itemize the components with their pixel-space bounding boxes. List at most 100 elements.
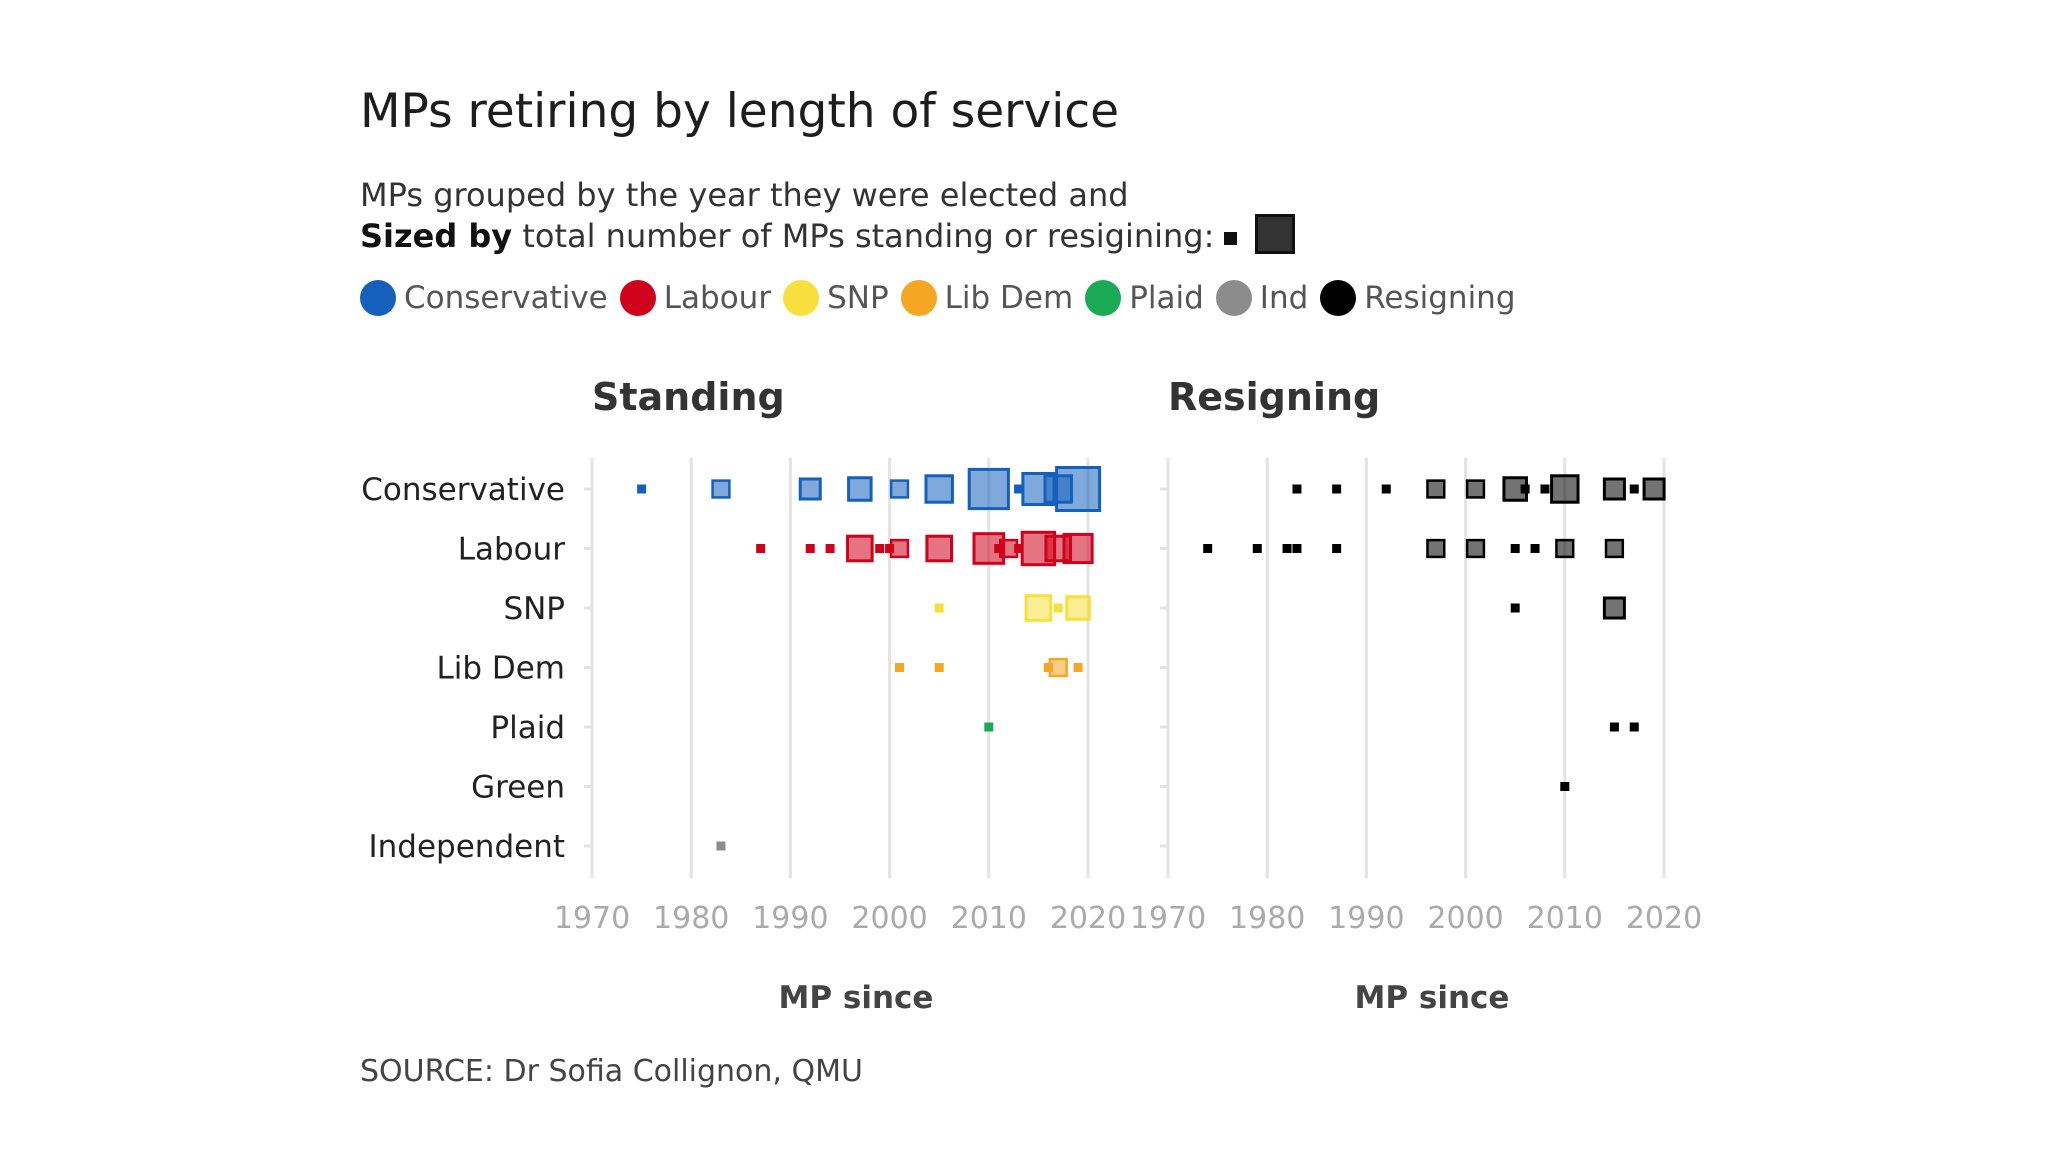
data-point — [889, 479, 910, 499]
row-label-lib-dem: Lib Dem — [436, 651, 565, 687]
data-point — [1024, 594, 1053, 622]
row-label-independent: Independent — [369, 829, 566, 865]
data-point — [1629, 484, 1639, 494]
legend-item-labour: Labour — [619, 280, 772, 316]
legend-swatch — [360, 280, 396, 316]
data-point — [1065, 595, 1091, 621]
data-point — [1053, 603, 1063, 613]
legend-swatch — [1215, 280, 1252, 316]
data-point — [1530, 544, 1540, 553]
x-tick-label: 1980 — [1229, 901, 1305, 936]
legend-label: Ind — [1259, 280, 1309, 316]
x-tick-label: 1980 — [653, 901, 729, 936]
data-point — [756, 544, 766, 553]
row-label-labour: Labour — [458, 532, 566, 568]
x-axis-title: MP since — [1355, 980, 1510, 1016]
data-point — [1014, 484, 1024, 494]
data-point — [1292, 544, 1302, 553]
data-point — [798, 477, 822, 501]
data-point — [924, 474, 954, 504]
data-point — [1629, 722, 1639, 732]
legend-item-conservative: Conservative — [360, 280, 608, 316]
chart-subtitle-line1: MPs grouped by the year they were electe… — [360, 176, 1129, 214]
data-point — [1602, 596, 1626, 620]
data-point — [711, 479, 731, 499]
panel-resigning: Resigning 1970 1980 1990 2000 2010 2020 MP sinc… — [1130, 375, 1702, 1016]
legend-item-resigning: Resigning — [1320, 280, 1516, 316]
data-point — [895, 663, 905, 672]
chart-subtitle-line2: Sized by total number of MPs standing or… — [360, 214, 1296, 258]
data-point — [934, 663, 944, 672]
source-note: SOURCE: Dr Sofia Collignon, QMU — [360, 1054, 863, 1089]
data-point — [1550, 474, 1580, 504]
data-point — [1014, 544, 1024, 553]
legend-swatch — [1320, 280, 1357, 316]
data-point — [1043, 663, 1053, 672]
legend-label: Conservative — [404, 280, 608, 316]
x-tick-label: 1990 — [1328, 901, 1404, 936]
data-point — [1642, 477, 1666, 501]
chart-title: MPs retiring by length of service — [360, 84, 1120, 139]
data-point — [1332, 484, 1342, 494]
data-point — [1510, 544, 1520, 553]
data-point — [1062, 532, 1094, 565]
data-point — [934, 603, 944, 613]
data-point — [1540, 484, 1550, 494]
data-point — [1465, 538, 1486, 559]
row-label-plaid: Plaid — [490, 710, 565, 746]
data-point — [925, 534, 954, 563]
data-point — [847, 476, 873, 502]
data-point — [1055, 466, 1102, 512]
legend-swatch — [900, 280, 937, 316]
data-point — [1604, 538, 1625, 559]
row-label-conservative: Conservative — [361, 472, 565, 508]
legend-swatch — [1085, 280, 1122, 316]
data-point — [1609, 722, 1619, 732]
color-legend: Conservative Labour SNP Lib Dem Plaid Ind Resi… — [360, 276, 1528, 320]
legend-label: SNP — [827, 280, 889, 316]
size-key-large-square — [1255, 214, 1296, 254]
x-tick-label: 2010 — [951, 901, 1027, 936]
subtitle-size-explanation: total number of MPs standing or resigini… — [512, 217, 1215, 255]
data-point — [1282, 544, 1292, 553]
data-point — [1252, 544, 1262, 553]
x-tick-label: 1970 — [554, 901, 630, 936]
data-point — [1426, 479, 1446, 499]
panel-standing: Standing 1970 1980 1990 2000 2010 2020 MP since — [554, 375, 1126, 1016]
data-point — [889, 538, 910, 559]
x-tick-label: 1970 — [1130, 901, 1206, 936]
legend-swatch — [619, 280, 656, 316]
legend-item-plaid: Plaid — [1085, 280, 1204, 316]
data-point — [984, 722, 994, 732]
data-point — [1332, 544, 1342, 553]
data-point — [825, 544, 835, 553]
data-point — [1560, 782, 1570, 791]
x-tick-label: 2010 — [1527, 901, 1603, 936]
x-axis-title: MP since — [779, 980, 934, 1016]
data-point — [1510, 603, 1520, 613]
data-point — [1520, 484, 1530, 494]
data-point — [885, 544, 895, 553]
data-point — [805, 544, 815, 553]
data-point — [994, 544, 1004, 553]
legend-item-ind: Ind — [1215, 280, 1309, 316]
legend-item-snp: SNP — [783, 280, 889, 316]
data-point — [1426, 538, 1446, 559]
data-point — [1381, 484, 1391, 494]
legend-item-lib-dem: Lib Dem — [900, 280, 1073, 316]
panel-title: Resigning — [1168, 375, 1380, 419]
row-label-green: Green — [471, 770, 565, 806]
subtitle-sized-by: Sized by — [360, 217, 513, 255]
data-point — [1048, 657, 1068, 678]
legend-label: Plaid — [1129, 280, 1204, 316]
data-point — [637, 484, 647, 494]
data-point — [1292, 484, 1302, 494]
data-point — [1555, 538, 1575, 559]
legend-label: Labour — [663, 280, 772, 316]
x-tick-label: 2020 — [1050, 901, 1126, 936]
row-label-snp: SNP — [503, 591, 565, 627]
data-point — [1203, 544, 1213, 553]
size-key-small-square — [1224, 231, 1238, 245]
panel-title: Standing — [592, 375, 785, 419]
